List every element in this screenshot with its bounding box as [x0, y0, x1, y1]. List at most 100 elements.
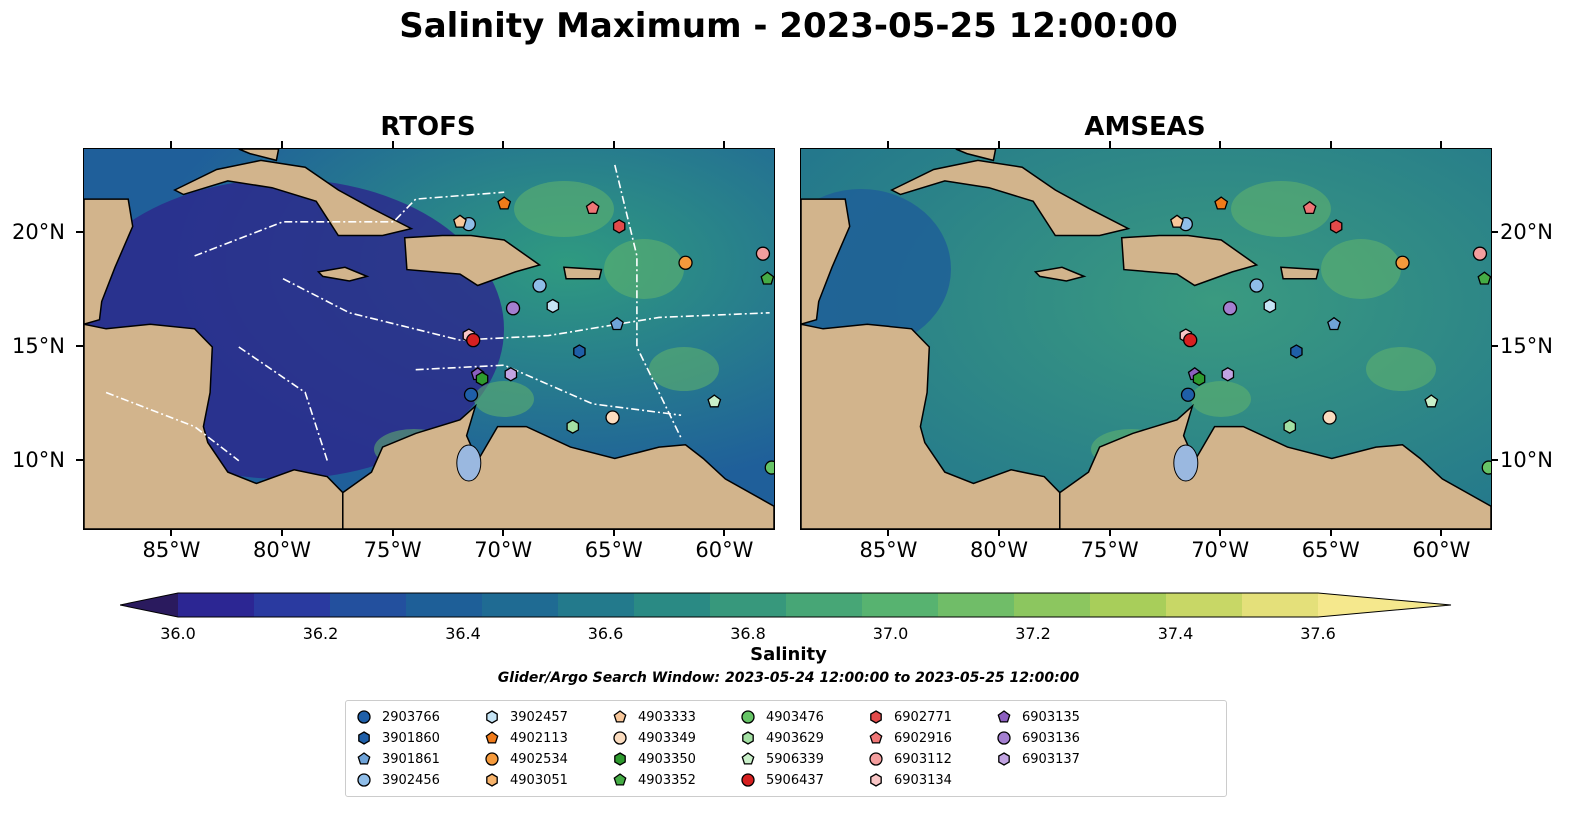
lon-tick-label: 70°W — [1191, 538, 1250, 562]
lon-tick-label: 75°W — [1080, 538, 1139, 562]
legend-entry: 6902916 — [868, 730, 952, 746]
float-marker — [1183, 332, 1198, 348]
lon-tick — [1219, 141, 1222, 148]
legend-entry: 3901861 — [356, 751, 440, 767]
lon-tick — [1108, 529, 1111, 536]
lon-tick — [1329, 529, 1332, 536]
lat-tick — [76, 231, 83, 234]
legend-entry: 4903476 — [740, 709, 824, 725]
float-marker — [1395, 255, 1410, 270]
lat-tick — [76, 344, 83, 347]
legend-entry: 5906339 — [740, 751, 824, 767]
lon-tick-label: 60°W — [1412, 538, 1471, 562]
lon-tick — [887, 141, 890, 148]
legend-entry: 5906437 — [740, 772, 824, 788]
legend-marker-icon — [358, 731, 370, 745]
legend-label: 2903766 — [382, 709, 440, 725]
legend-marker-icon — [998, 752, 1010, 766]
float-legend: 2903766 3901860 3901861 3902456 3902457 49021… — [345, 700, 1227, 797]
search-window-text: Glider/Argo Search Window: 2023-05-24 12… — [497, 670, 1080, 686]
legend-entry: 4903350 — [612, 751, 696, 767]
legend-label: 4903350 — [638, 751, 696, 767]
colorbar-tick-label: 36.0 — [160, 624, 196, 643]
float-marker — [1192, 371, 1206, 387]
float-marker — [760, 271, 774, 285]
lon-tick — [502, 141, 505, 148]
float-marker — [1221, 367, 1235, 382]
legend-marker-icon — [357, 710, 371, 724]
legend-marker-icon — [486, 710, 498, 724]
float-marker — [1222, 301, 1238, 316]
float-marker — [1424, 394, 1439, 408]
legend-marker-icon — [869, 752, 883, 766]
lat-tick-label: 20°N — [12, 220, 65, 245]
legend-entry: 6903112 — [868, 751, 952, 767]
colorbar-tick-label: 37.2 — [1015, 624, 1051, 643]
legend-entry: 4902534 — [484, 751, 568, 767]
legend-entry: 2903766 — [356, 709, 440, 725]
lon-tick — [170, 529, 173, 536]
lon-tick — [170, 141, 173, 148]
float-marker — [678, 255, 693, 270]
legend-marker-icon — [742, 731, 754, 745]
lat-tick-label: 15°N — [1500, 333, 1553, 358]
lon-tick — [502, 529, 505, 536]
legend-marker-icon — [869, 731, 883, 744]
rtofs-map — [83, 148, 775, 530]
float-marker — [453, 214, 467, 228]
float-marker — [605, 410, 620, 425]
legend-label: 6902916 — [894, 730, 952, 746]
float-marker — [610, 316, 624, 331]
legend-label: 5906339 — [766, 751, 824, 767]
legend-label: 3902457 — [510, 709, 568, 725]
lon-tick — [612, 141, 615, 148]
lon-tick-label: 85°W — [142, 538, 201, 562]
lat-tick-label: 15°N — [12, 333, 65, 358]
legend-marker-icon — [870, 773, 882, 787]
legend-label: 4903349 — [638, 730, 696, 746]
legend-marker-icon — [741, 710, 755, 724]
lon-tick — [1329, 141, 1332, 148]
amseas-map — [800, 148, 1492, 530]
colorbar-tick-label: 36.6 — [587, 624, 624, 643]
float-marker — [504, 367, 518, 382]
legend-label: 4903051 — [510, 772, 568, 788]
legend-label: 4902534 — [510, 751, 568, 767]
legend-label: 4902113 — [510, 730, 568, 746]
legend-label: 4903352 — [638, 772, 696, 788]
legend-marker-icon — [485, 731, 499, 744]
panel-title-amseas: AMSEAS — [1084, 112, 1206, 142]
legend-marker-icon — [614, 752, 626, 766]
legend-label: 6903135 — [1022, 709, 1080, 725]
float-marker — [1283, 419, 1297, 434]
lon-tick — [1440, 141, 1443, 148]
legend-entry: 4903333 — [612, 709, 696, 725]
float-marker — [566, 419, 580, 434]
panel-title-rtofs: RTOFS — [380, 112, 476, 142]
lon-tick-label: 70°W — [474, 538, 533, 562]
float-marker — [1472, 246, 1488, 261]
lon-tick-label: 65°W — [584, 538, 643, 562]
float-marker — [505, 301, 521, 316]
lon-tick-label: 85°W — [859, 538, 918, 562]
lon-tick — [998, 529, 1001, 536]
float-marker — [585, 200, 600, 215]
legend-marker-icon — [613, 710, 627, 723]
legend-marker-icon — [485, 752, 499, 766]
float-marker — [1290, 344, 1303, 359]
lon-tick — [998, 141, 1001, 148]
legend-entry: 6902771 — [868, 709, 952, 725]
float-marker — [1327, 316, 1341, 331]
lat-tick — [1491, 458, 1498, 461]
float-marker — [1214, 196, 1229, 210]
legend-entry: 4903349 — [612, 730, 696, 746]
legend-marker-icon — [613, 731, 627, 745]
legend-marker-icon — [486, 773, 498, 787]
float-marker — [612, 219, 626, 234]
float-marker — [707, 394, 722, 408]
colorbar — [119, 592, 1452, 618]
legend-label: 5906437 — [766, 772, 824, 788]
float-marker — [532, 278, 547, 293]
legend-entry: 4902113 — [484, 730, 568, 746]
legend-marker-icon — [357, 773, 371, 787]
